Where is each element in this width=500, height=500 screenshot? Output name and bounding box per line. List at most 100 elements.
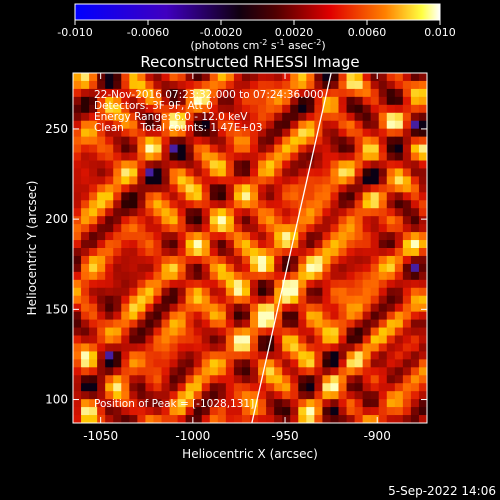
heatmap-pixel xyxy=(81,375,90,384)
heatmap-pixel xyxy=(410,383,420,392)
heatmap-pixel xyxy=(354,311,364,321)
heatmap-pixel xyxy=(314,271,323,281)
heatmap-pixel xyxy=(89,415,98,423)
heatmap-pixel xyxy=(233,319,243,329)
heatmap-pixel xyxy=(113,399,122,408)
heatmap-pixel xyxy=(298,359,307,368)
heatmap-pixel xyxy=(322,311,331,321)
heatmap-pixel xyxy=(121,73,130,82)
heatmap-pixel xyxy=(386,80,396,90)
heatmap-pixel xyxy=(282,208,291,217)
x-tick-label: -1000 xyxy=(175,429,210,443)
heatmap-pixel xyxy=(81,216,90,225)
heatmap-pixel xyxy=(338,192,348,201)
heatmap-pixel xyxy=(121,232,130,241)
heatmap-pixel xyxy=(89,168,98,177)
heatmap-pixel xyxy=(129,88,138,98)
heatmap-pixel xyxy=(137,375,146,384)
heatmap-pixel xyxy=(105,287,114,297)
heatmap-pixel xyxy=(362,168,372,177)
heatmap-pixel xyxy=(97,112,106,122)
heatmap-pixel xyxy=(258,160,267,169)
heatmap-pixel xyxy=(177,248,187,257)
heatmap-pixel xyxy=(153,208,162,217)
heatmap-pixel xyxy=(97,367,106,376)
heatmap-pixel xyxy=(113,152,122,161)
heatmap-pixel xyxy=(73,287,82,297)
heatmap-pixel xyxy=(121,144,130,154)
heatmap-pixel xyxy=(346,136,356,146)
heatmap-pixel xyxy=(177,96,187,106)
heatmap-pixel xyxy=(81,224,90,233)
heatmap-pixel xyxy=(354,399,364,408)
heatmap-pixel xyxy=(354,120,364,130)
heatmap-pixel xyxy=(418,407,427,416)
heatmap-pixel xyxy=(266,160,275,169)
heatmap-pixel xyxy=(209,407,219,416)
heatmap-pixel xyxy=(266,383,275,392)
heatmap-pixel xyxy=(73,303,82,313)
heatmap-pixel xyxy=(153,168,162,177)
heatmap-pixel xyxy=(233,375,243,384)
heatmap-pixel xyxy=(121,367,130,376)
heatmap-pixel xyxy=(97,128,106,138)
heatmap-pixel xyxy=(137,192,146,201)
heatmap-pixel xyxy=(322,73,331,82)
heatmap-pixel xyxy=(97,184,106,193)
heatmap-pixel xyxy=(193,319,203,329)
heatmap-pixel xyxy=(362,232,372,241)
heatmap-pixel xyxy=(137,240,146,249)
heatmap-pixel xyxy=(113,216,122,225)
heatmap-pixel xyxy=(250,287,259,297)
heatmap-pixel xyxy=(89,327,98,336)
heatmap-pixel xyxy=(378,176,388,185)
heatmap-pixel xyxy=(217,80,227,90)
heatmap-pixel xyxy=(153,88,162,98)
heatmap-pixel xyxy=(266,319,275,329)
heatmap-pixel xyxy=(169,319,179,329)
heatmap-pixel xyxy=(113,327,122,336)
heatmap-pixel xyxy=(113,407,122,416)
heatmap-pixel xyxy=(266,311,275,321)
heatmap-pixel xyxy=(193,351,203,360)
heatmap-pixel xyxy=(145,367,154,376)
heatmap-pixel xyxy=(97,287,106,297)
heatmap-pixel xyxy=(258,335,267,344)
heatmap-pixel xyxy=(105,73,114,82)
heatmap-pixel xyxy=(193,96,203,106)
heatmap-pixel xyxy=(362,160,372,169)
heatmap-pixel xyxy=(153,311,162,321)
heatmap-pixel xyxy=(89,152,98,161)
heatmap-pixel xyxy=(169,73,179,82)
heatmap-pixel xyxy=(201,359,211,368)
heatmap-pixel xyxy=(370,120,380,130)
heatmap-pixel xyxy=(386,168,396,177)
heatmap-pixel xyxy=(370,136,380,146)
heatmap-pixel xyxy=(185,184,195,193)
heatmap-pixel xyxy=(354,224,364,233)
heatmap-pixel xyxy=(177,415,187,423)
heatmap-pixel xyxy=(338,80,348,90)
heatmap-pixel xyxy=(386,367,396,376)
heatmap-pixel xyxy=(161,375,171,384)
heatmap-pixel xyxy=(225,240,235,249)
heatmap-pixel xyxy=(233,415,243,423)
heatmap-pixel xyxy=(330,232,339,241)
heatmap-pixel xyxy=(370,335,380,344)
heatmap-pixel xyxy=(306,176,315,185)
heatmap-pixel xyxy=(161,176,171,185)
heatmap-pixel xyxy=(266,327,275,336)
heatmap-pixel xyxy=(346,160,356,169)
heatmap-pixel xyxy=(338,311,348,321)
heatmap-pixel xyxy=(113,128,122,138)
heatmap-pixel xyxy=(314,176,323,185)
heatmap-pixel xyxy=(177,327,187,336)
heatmap-pixel xyxy=(89,96,98,106)
heatmap-pixel xyxy=(89,295,98,305)
heatmap-pixel xyxy=(314,407,323,416)
heatmap-pixel xyxy=(290,112,299,122)
heatmap-pixel xyxy=(258,144,267,154)
heatmap-pixel xyxy=(354,279,364,289)
heatmap-pixel xyxy=(129,216,138,225)
heatmap-pixel xyxy=(386,88,396,98)
